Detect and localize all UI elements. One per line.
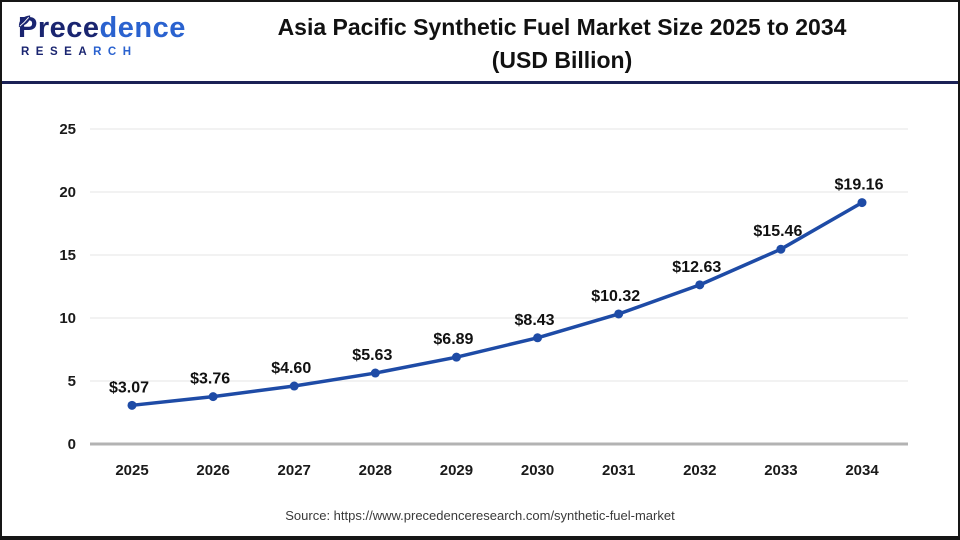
- data-point: [370, 368, 380, 378]
- x-tick-label: 2026: [196, 462, 229, 479]
- x-tick-label: 2027: [278, 462, 311, 479]
- header: Precedence RESEARCH Asia Pacific Synthet…: [2, 2, 958, 84]
- chart-title-line2: (USD Billion): [491, 47, 633, 73]
- y-tick-label: 5: [68, 373, 76, 390]
- x-tick-label: 2028: [359, 462, 392, 479]
- data-point-label: $3.76: [190, 371, 230, 388]
- brand-sub-dark: RESEA: [21, 46, 94, 58]
- data-point: [289, 381, 299, 391]
- y-tick-label: 10: [59, 310, 76, 327]
- data-point-label: $15.46: [753, 223, 802, 240]
- y-tick-label: 20: [59, 184, 76, 201]
- source-citation: Source: https://www.precedenceresearch.c…: [285, 508, 675, 523]
- data-point-label: $4.60: [271, 360, 311, 377]
- chart-title-line1: Asia Pacific Synthetic Fuel Market Size …: [277, 14, 847, 40]
- data-point-label: $5.63: [352, 347, 392, 364]
- x-tick-label: 2029: [440, 462, 473, 479]
- brand-sub-light: RCH: [93, 46, 138, 58]
- leaf-icon: [17, 6, 32, 35]
- data-point-label: $6.89: [433, 331, 473, 348]
- x-tick-label: 2031: [602, 462, 635, 479]
- brand-text-light: dence: [99, 12, 186, 44]
- x-tick-label: 2034: [845, 462, 879, 479]
- x-tick-label: 2033: [764, 462, 797, 479]
- brand-subtitle: RESEARCH: [18, 46, 178, 59]
- data-point: [533, 333, 543, 343]
- brand-logo: Precedence RESEARCH: [18, 12, 185, 59]
- chart-title: Asia Pacific Synthetic Fuel Market Size …: [180, 11, 944, 77]
- data-point: [776, 244, 786, 254]
- data-point-label: $3.07: [109, 379, 149, 396]
- data-point: [614, 309, 624, 319]
- data-point-label: $10.32: [591, 288, 640, 305]
- data-point-label: $12.63: [672, 259, 721, 276]
- data-point: [208, 392, 218, 402]
- brand-wordmark: Precedence: [18, 12, 185, 44]
- y-tick-label: 0: [68, 436, 76, 453]
- series-line: [130, 200, 864, 408]
- x-tick-label: 2030: [521, 462, 554, 479]
- y-tick-label: 25: [59, 121, 76, 138]
- data-point-label: $8.43: [515, 312, 555, 329]
- brand-text-dark: Prece: [18, 12, 100, 44]
- data-point: [127, 400, 137, 410]
- x-tick-label: 2032: [683, 462, 716, 479]
- x-tick-label: 2025: [115, 462, 148, 479]
- data-point: [857, 198, 867, 208]
- data-point: [695, 280, 705, 290]
- y-tick-label: 15: [59, 247, 76, 264]
- data-point-label: $19.16: [835, 177, 884, 194]
- data-point: [451, 352, 461, 362]
